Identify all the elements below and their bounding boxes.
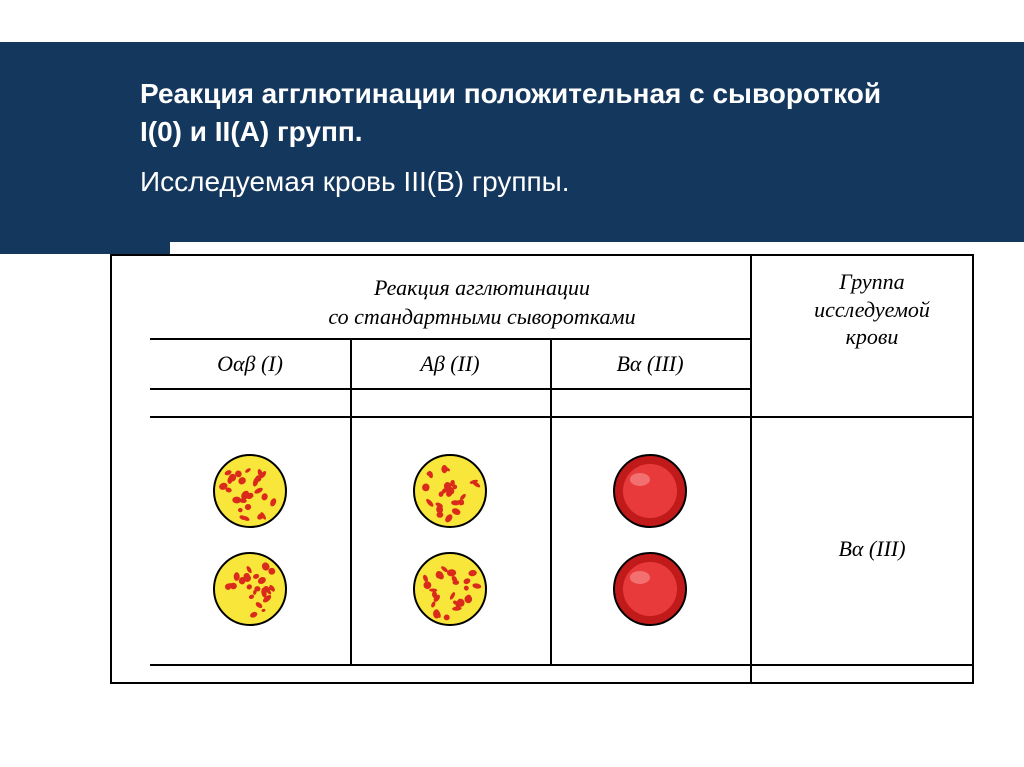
- col-header-0: Oαβ (I): [150, 351, 350, 377]
- slide: Реакция агглютинации положительная с сыв…: [0, 0, 1024, 767]
- group-label-l2: исследуемой: [782, 296, 962, 324]
- group-label-l3: крови: [782, 323, 962, 351]
- table-title-l1: Реакция агглютинации: [252, 274, 712, 303]
- hline-right-top: [750, 416, 974, 418]
- no-reaction-icon: [610, 549, 690, 629]
- header-line1: Реакция агглютинации положительная с сыв…: [140, 75, 900, 151]
- vline-right: [750, 256, 752, 684]
- agglutination-icon: [210, 549, 290, 629]
- no-reaction-icon: [610, 451, 690, 531]
- header-line2: Исследуемая кровь III(B) группы.: [140, 163, 900, 201]
- header-text: Реакция агглютинации положительная с сыв…: [140, 75, 900, 200]
- group-label-l1: Группа: [782, 268, 962, 296]
- cell-2: [550, 416, 750, 664]
- hline-data-bottom: [150, 664, 750, 666]
- result-text: Bα (III): [782, 536, 962, 562]
- cell-0: [150, 416, 350, 664]
- hline-header-bottom: [150, 388, 750, 390]
- agglutination-icon: [410, 451, 490, 531]
- group-label: Группа исследуемой крови: [782, 268, 962, 351]
- table-title-l2: со стандартными сыворотками: [252, 303, 712, 332]
- table-title: Реакция агглютинации со стандартными сыв…: [252, 274, 712, 331]
- header-lip: [0, 242, 170, 254]
- diagram-panel: Реакция агглютинации со стандартными сыв…: [110, 254, 974, 684]
- hline-right-bottom: [750, 664, 974, 666]
- cell-1: [350, 416, 550, 664]
- agglutination-icon: [410, 549, 490, 629]
- col-header-2: Bα (III): [550, 351, 750, 377]
- col-header-1: Aβ (II): [350, 351, 550, 377]
- agglutination-icon: [210, 451, 290, 531]
- hline-header-top: [150, 338, 750, 340]
